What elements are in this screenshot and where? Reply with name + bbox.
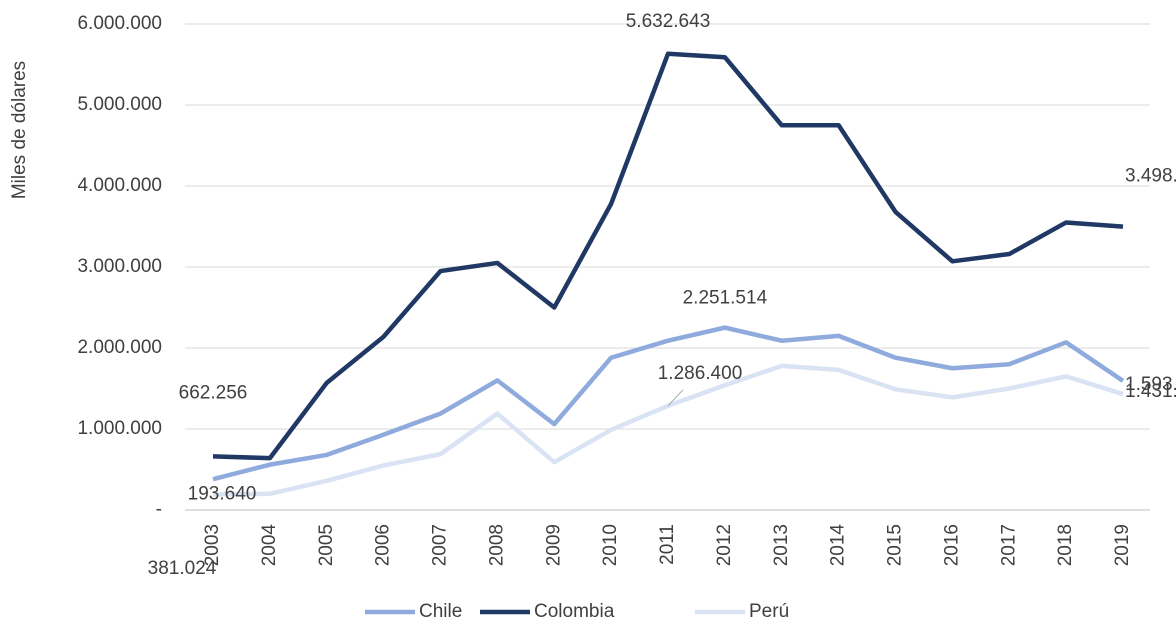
data-label: 3.498.643 bbox=[1125, 166, 1176, 187]
x-tick-label: 2008 bbox=[486, 524, 507, 566]
x-tick-label: 2013 bbox=[771, 524, 792, 566]
series-line bbox=[212, 51, 1124, 461]
x-tick-label: 2018 bbox=[1055, 524, 1076, 566]
x-tick-label: 2014 bbox=[828, 524, 849, 567]
y-tick-label: 5.000.000 bbox=[77, 94, 162, 115]
x-tick-label: 2006 bbox=[373, 524, 394, 566]
x-tick-label: 2011 bbox=[657, 524, 678, 565]
data-label: 193.640 bbox=[188, 483, 257, 504]
data-label: 2.251.514 bbox=[683, 288, 768, 309]
y-tick-label: 3.000.000 bbox=[77, 256, 162, 277]
x-tick-label: 2017 bbox=[998, 524, 1019, 566]
legend-label: Chile bbox=[419, 601, 462, 622]
y-tick-label: 4.000.000 bbox=[77, 175, 162, 196]
y-axis-title: Miles de dólares bbox=[9, 61, 30, 199]
x-tick-label: 2009 bbox=[543, 524, 564, 566]
series-line bbox=[212, 363, 1124, 497]
x-tick-label: 2007 bbox=[430, 524, 451, 566]
y-tick-label: 2.000.000 bbox=[77, 337, 162, 358]
data-label: 1.593.640 bbox=[1125, 374, 1176, 395]
y-tick-label: - bbox=[156, 499, 162, 520]
y-tick-label: 6.000.000 bbox=[77, 13, 162, 34]
x-tick-label: 2015 bbox=[885, 524, 906, 566]
x-tick-label: 2012 bbox=[714, 524, 735, 566]
data-label: 1.286.400 bbox=[658, 363, 743, 384]
legend-label: Perú bbox=[749, 601, 789, 622]
series-line bbox=[212, 325, 1125, 482]
x-tick-label: 2010 bbox=[600, 524, 621, 566]
data-label: 662.256 bbox=[179, 382, 248, 403]
y-tick-label: 1.000.000 bbox=[77, 418, 162, 439]
data-label: 5.632.643 bbox=[626, 11, 711, 32]
legend-label: Colombia bbox=[534, 601, 615, 622]
x-tick-label: 2005 bbox=[316, 524, 337, 566]
x-tick-label: 2004 bbox=[259, 524, 280, 567]
data-label: 1.431.166 bbox=[1125, 381, 1176, 402]
x-tick-label: 2003 bbox=[202, 524, 223, 566]
x-tick-label: 2019 bbox=[1112, 524, 1133, 566]
leader-line bbox=[667, 389, 684, 407]
data-label: 381.024 bbox=[148, 558, 217, 579]
x-tick-label: 2016 bbox=[941, 524, 962, 566]
